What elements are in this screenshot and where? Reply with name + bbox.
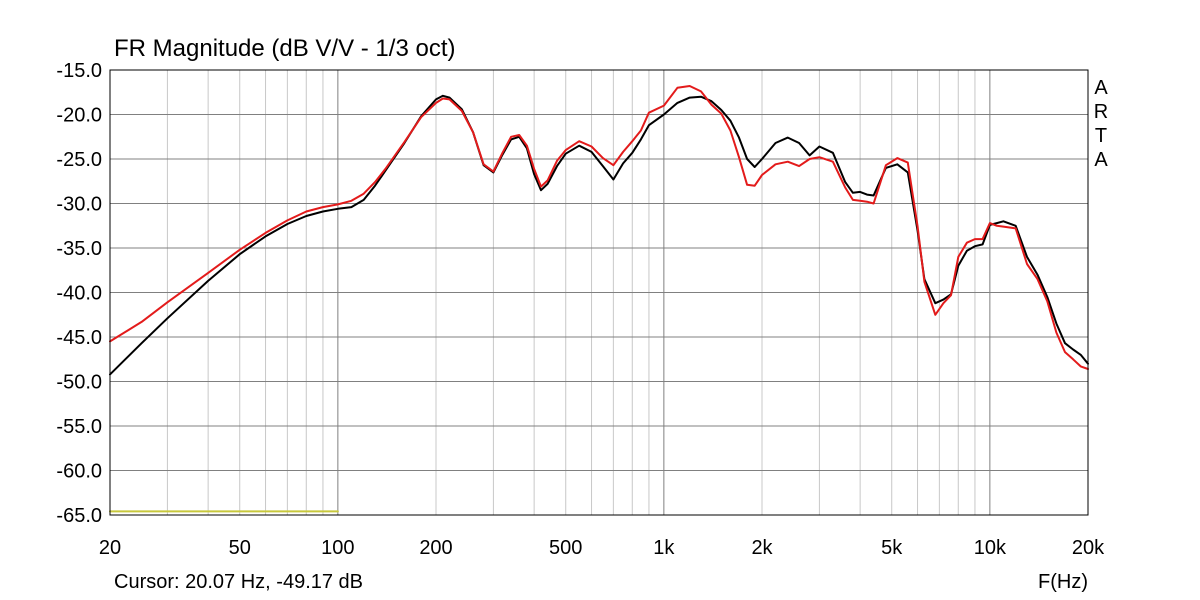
x-axis-label: F(Hz) xyxy=(1038,571,1088,593)
watermark-letter: A xyxy=(1094,77,1108,99)
y-tick-label: -40.0 xyxy=(56,283,102,305)
y-tick-label: -15.0 xyxy=(56,60,102,82)
y-axis-ticks: -15.0 -20.0 -25.0 -30.0 -35.0 -40.0 -45.0 -50.0… xyxy=(56,60,102,527)
y-tick-label: -25.0 xyxy=(56,149,102,171)
series-line-1 xyxy=(109,94,1089,376)
major-grid xyxy=(110,70,1088,515)
x-tick-label: 50 xyxy=(229,537,251,559)
x-tick-label: 20 xyxy=(99,537,121,559)
x-tick-label: 10k xyxy=(974,537,1007,559)
x-tick-label: 100 xyxy=(321,537,354,559)
x-tick-label: 2k xyxy=(751,537,773,559)
x-tick-label: 500 xyxy=(549,537,582,559)
y-tick-label: -35.0 xyxy=(56,238,102,260)
y-tick-label: -65.0 xyxy=(56,505,102,527)
y-tick-label: -45.0 xyxy=(56,327,102,349)
x-tick-label: 200 xyxy=(419,537,452,559)
series-line-2 xyxy=(109,85,1089,370)
y-tick-label: -55.0 xyxy=(56,416,102,438)
y-tick-label: -60.0 xyxy=(56,461,102,483)
y-tick-label: -50.0 xyxy=(56,372,102,394)
y-tick-label: -30.0 xyxy=(56,194,102,216)
watermark-letter: A xyxy=(1094,149,1108,171)
watermark-letter: R xyxy=(1094,101,1108,123)
watermark-letter: T xyxy=(1095,125,1107,147)
chart-title: FR Magnitude (dB V/V - 1/3 oct) xyxy=(114,35,455,62)
cursor-readout: Cursor: 20.07 Hz, -49.17 dB xyxy=(114,571,363,593)
series-layer xyxy=(109,85,1089,513)
x-tick-label: 1k xyxy=(653,537,675,559)
x-tick-label: 5k xyxy=(881,537,903,559)
x-tick-label: 20k xyxy=(1072,537,1105,559)
x-axis-ticks: 20 50 100 200 500 1k 2k 5k 10k 20k xyxy=(99,537,1105,559)
plot-frame xyxy=(109,69,1089,516)
y-tick-label: -20.0 xyxy=(56,105,102,127)
